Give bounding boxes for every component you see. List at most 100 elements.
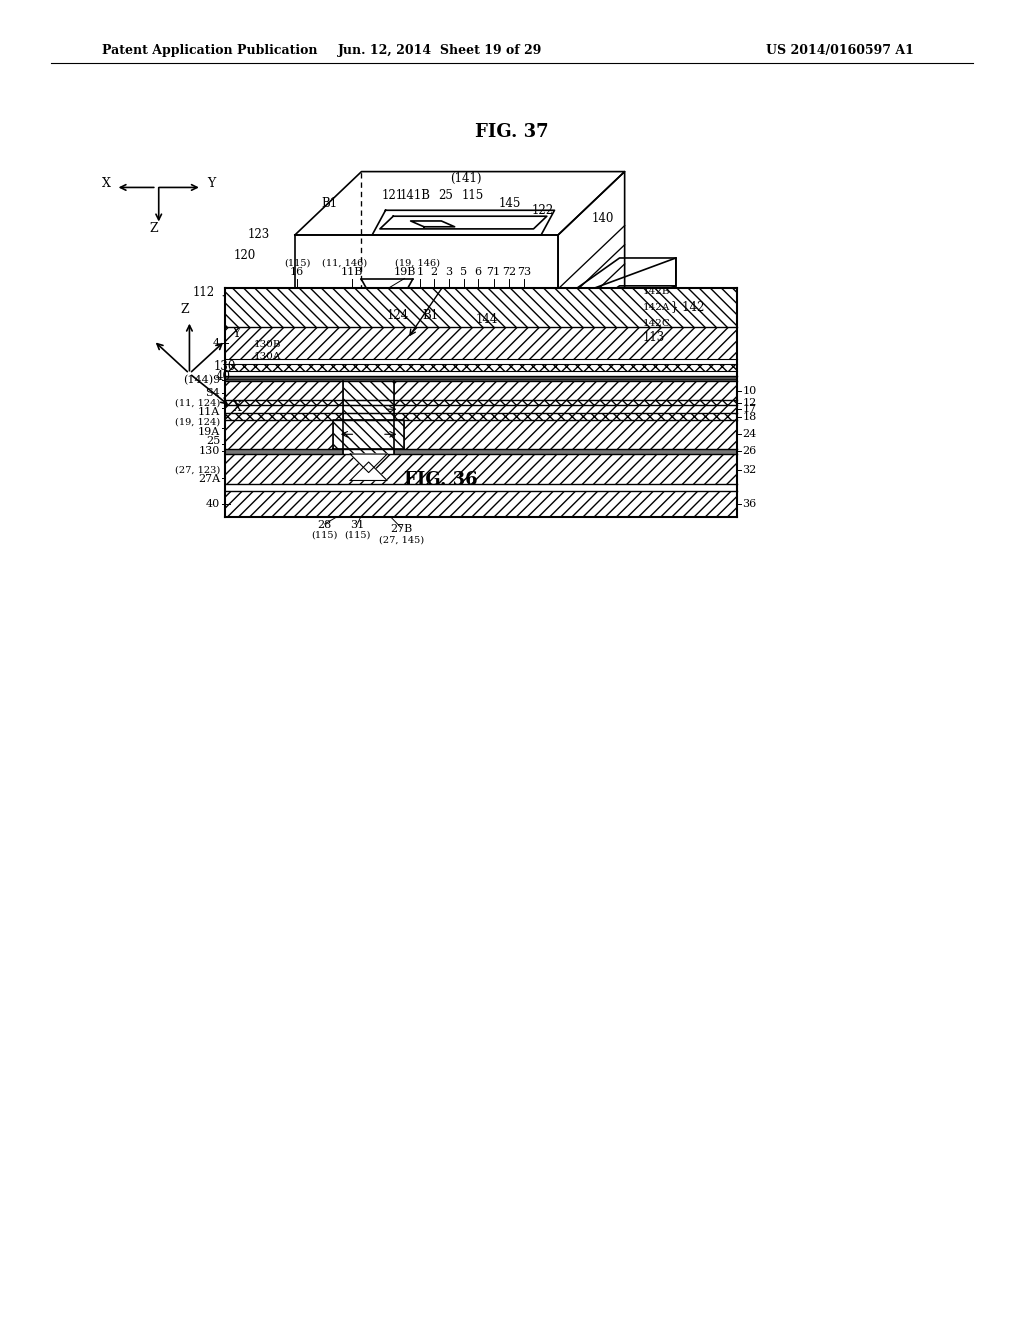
Text: (27, 145): (27, 145) [379, 536, 424, 545]
Bar [225, 376, 737, 381]
Text: (19, 146): (19, 146) [395, 259, 440, 268]
Text: S4: S4 [206, 388, 220, 399]
Text: 130: 130 [213, 359, 236, 372]
Text: 27B: 27B [390, 524, 413, 535]
Text: 36: 36 [742, 499, 757, 510]
Text: 4: 4 [213, 338, 220, 348]
Text: 142A: 142A [643, 304, 671, 313]
Text: Y: Y [207, 177, 215, 190]
Text: (27, 123): (27, 123) [175, 466, 220, 474]
Text: 27A: 27A [198, 474, 220, 484]
Text: 3: 3 [445, 267, 452, 277]
Text: (141): (141) [451, 172, 481, 185]
Bar [225, 381, 737, 400]
Text: (19, 124): (19, 124) [175, 418, 220, 426]
Text: } 142: } 142 [671, 300, 705, 313]
Bar [225, 400, 737, 405]
Text: 130: 130 [199, 446, 220, 457]
Text: (11, 146): (11, 146) [322, 259, 367, 268]
Bar [343, 381, 394, 454]
Text: Z: Z [150, 222, 158, 235]
Text: 120: 120 [233, 248, 256, 261]
Text: 112: 112 [193, 285, 215, 298]
Bar [333, 420, 404, 449]
Bar [343, 381, 394, 454]
Bar [225, 491, 737, 517]
Text: 31: 31 [350, 520, 365, 531]
Bar [225, 371, 737, 376]
Bar [225, 413, 737, 420]
Text: 11A: 11A [198, 407, 220, 417]
Bar [225, 288, 737, 327]
Text: 121: 121 [381, 189, 403, 202]
Text: 123: 123 [248, 227, 270, 240]
Text: 144: 144 [475, 313, 498, 326]
Bar [225, 288, 737, 327]
Text: 73: 73 [517, 267, 531, 277]
Text: Jun. 12, 2014  Sheet 19 of 29: Jun. 12, 2014 Sheet 19 of 29 [338, 44, 543, 57]
Text: Y: Y [232, 326, 241, 339]
Text: 25: 25 [438, 189, 453, 202]
Text: 1: 1 [417, 267, 423, 277]
Text: 40: 40 [206, 499, 220, 510]
Text: 141B: 141B [399, 189, 430, 202]
Bar [225, 413, 737, 420]
Text: X: X [101, 177, 111, 190]
Text: 124: 124 [386, 309, 409, 322]
Text: 32: 32 [742, 465, 757, 475]
Bar [225, 364, 737, 371]
Text: 115: 115 [462, 189, 484, 202]
Text: 26: 26 [742, 446, 757, 457]
Text: 28: 28 [317, 520, 332, 531]
Text: 18: 18 [742, 412, 757, 422]
Text: (115): (115) [311, 531, 338, 540]
Text: (115): (115) [284, 259, 310, 268]
Bar [225, 405, 737, 413]
Text: 140: 140 [592, 211, 614, 224]
Text: 145: 145 [499, 197, 521, 210]
Text: 17: 17 [742, 404, 757, 414]
Text: (11, 124): (11, 124) [175, 399, 220, 407]
Text: X: X [233, 400, 242, 413]
Text: Patent Application Publication: Patent Application Publication [102, 44, 317, 57]
Text: 72: 72 [502, 267, 516, 277]
Text: 113: 113 [643, 330, 666, 343]
Text: 2: 2 [431, 267, 437, 277]
Bar [225, 364, 737, 371]
Text: 6: 6 [475, 267, 481, 277]
Bar [225, 400, 737, 405]
Text: US 2014/0160597 A1: US 2014/0160597 A1 [766, 44, 913, 57]
Bar [225, 454, 737, 484]
Bar [225, 327, 737, 359]
Text: 19B: 19B [393, 267, 416, 277]
Bar [225, 405, 737, 413]
Text: B1: B1 [422, 309, 438, 322]
Text: 142C: 142C [643, 319, 671, 329]
Text: 16: 16 [290, 267, 304, 277]
Text: 25: 25 [206, 436, 220, 446]
Text: 40: 40 [215, 370, 230, 383]
Text: 10: 10 [742, 385, 757, 396]
Bar [225, 484, 737, 491]
Text: 130A: 130A [254, 352, 282, 362]
Bar [225, 420, 737, 449]
Text: FIG. 36: FIG. 36 [403, 471, 477, 490]
Bar [225, 381, 737, 400]
Bar [225, 288, 737, 517]
Text: B1: B1 [322, 197, 338, 210]
Bar [225, 359, 737, 364]
Text: 130B: 130B [254, 341, 282, 350]
Text: 71: 71 [486, 267, 501, 277]
Bar [225, 491, 737, 517]
Text: 5: 5 [461, 267, 467, 277]
Bar [225, 449, 737, 454]
Text: 24: 24 [742, 429, 757, 440]
Polygon shape [350, 462, 387, 480]
Text: 11B: 11B [341, 267, 364, 277]
Bar [333, 420, 404, 449]
Bar [225, 420, 737, 449]
Text: (115): (115) [344, 531, 371, 540]
Text: Z: Z [180, 302, 188, 315]
Bar [225, 454, 737, 484]
Text: 12: 12 [742, 397, 757, 408]
